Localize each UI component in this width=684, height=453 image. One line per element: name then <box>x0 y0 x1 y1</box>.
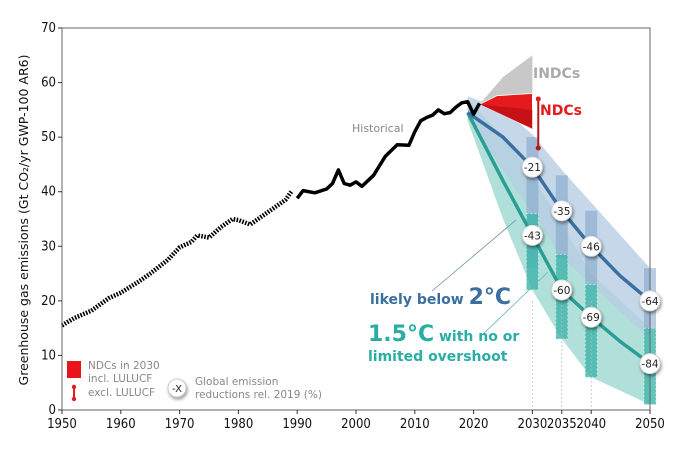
reduction-marker <box>580 306 602 328</box>
indcs-label: INDCs <box>533 66 580 82</box>
x-tick-label: 2010 <box>400 417 430 432</box>
x-tick-label: 1990 <box>282 417 312 432</box>
reduction-label: -21 <box>524 162 541 174</box>
historical-line <box>295 99 482 200</box>
reduction-label: -43 <box>524 230 541 242</box>
legend: NDCs in 2030 incl. LULUCF excl. LULUCF -… <box>67 360 322 402</box>
legend-reduction-marker <box>167 378 187 398</box>
legend-excl-dot-bottom <box>71 396 77 402</box>
reduction-label: -84 <box>641 359 658 371</box>
legend-marker-text: -X <box>172 384 182 395</box>
y-axis-label: Greenhouse gas emissions (Gt CO₂/yr GWP-… <box>16 55 31 386</box>
ndcs-area-inner <box>479 104 533 129</box>
reduction-marker <box>639 290 661 312</box>
reduction-label: -60 <box>553 285 570 297</box>
x-tick-label: 1970 <box>165 417 195 432</box>
reduction-labels: -21 -35 -46 -64 -43 -60 -69 -84 <box>521 156 661 375</box>
x-tick-label: 1960 <box>106 417 136 432</box>
legend-ndc-title: NDCs in 2030 <box>88 360 160 372</box>
indcs-area <box>479 55 533 105</box>
reduction-label: -46 <box>583 241 600 253</box>
y-tick-label: 60 <box>41 76 56 91</box>
y-tick-label: 70 <box>41 21 56 36</box>
ndc-excl-bottom <box>535 145 541 151</box>
c15-label: 1.5°C with no or <box>368 322 519 347</box>
ndc-excl-top <box>535 96 541 102</box>
c15-leader-line <box>479 271 549 338</box>
legend-marker-desc2: reductions rel. 2019 (%) <box>195 389 322 401</box>
reduction-marker <box>521 156 543 178</box>
ndcs-label: NDCs <box>540 103 582 119</box>
historical-line-dashed <box>60 190 294 328</box>
x-tick-label: 2020 <box>459 417 489 432</box>
reduction-marker <box>551 200 573 222</box>
reduction-marker <box>639 353 661 375</box>
legend-ndc-excl: excl. LULUCF <box>88 387 155 399</box>
y-tick-label: 30 <box>41 239 56 254</box>
c15-box <box>584 284 598 378</box>
y-tick-label: 20 <box>41 294 56 309</box>
y-tick-label: 0 <box>49 403 56 418</box>
legend-ndc-incl: incl. LULUCF <box>88 373 152 385</box>
x-tick-label: 2030 <box>518 417 548 432</box>
legend-excl-dot-top <box>71 384 77 390</box>
reduction-label: -64 <box>641 296 658 308</box>
reduction-label: -35 <box>553 206 570 218</box>
x-tick-label: 2000 <box>341 417 371 432</box>
below2-leader-line <box>431 219 517 292</box>
below2-label: likely below 2°C <box>370 285 511 310</box>
y-tick-label: 50 <box>41 130 56 145</box>
reduction-label: -69 <box>583 312 600 324</box>
ndc-projections <box>478 55 541 151</box>
x-tick-label: 2040 <box>576 417 606 432</box>
c15-label-line2: limited overshoot <box>368 349 508 365</box>
x-tick-label: 2050 <box>635 417 665 432</box>
reduction-marker <box>551 279 573 301</box>
legend-marker-desc1: Global emission <box>195 376 278 388</box>
reduction-marker <box>580 235 602 257</box>
x-tick-label: 2035 <box>547 417 577 432</box>
x-tick-label: 1980 <box>224 417 254 432</box>
legend-ndc-swatch <box>67 361 81 378</box>
y-tick-label: 10 <box>41 348 56 363</box>
x-tick-label: 1950 <box>47 417 77 432</box>
y-tick-label: 40 <box>41 185 56 200</box>
reduction-marker <box>521 224 543 246</box>
historical-label: Historical <box>352 122 404 135</box>
historical-series <box>60 99 482 328</box>
